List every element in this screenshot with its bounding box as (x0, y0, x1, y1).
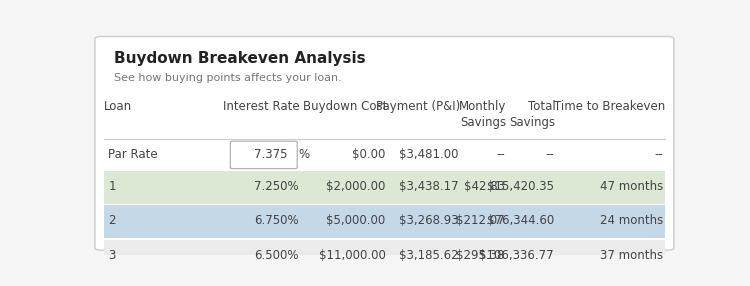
Text: Time to Breakeven: Time to Breakeven (554, 100, 665, 113)
Text: $2,000.00: $2,000.00 (326, 180, 386, 193)
Text: 47 months: 47 months (600, 180, 663, 193)
Text: 6.750%: 6.750% (254, 214, 298, 227)
Text: Buydown Breakeven Analysis: Buydown Breakeven Analysis (114, 51, 366, 66)
FancyBboxPatch shape (104, 240, 664, 273)
Text: Payment (P&I): Payment (P&I) (376, 100, 460, 113)
Text: $15,420.35: $15,420.35 (487, 180, 554, 193)
Text: $76,344.60: $76,344.60 (487, 214, 554, 227)
Text: See how buying points affects your loan.: See how buying points affects your loan. (114, 73, 342, 83)
Text: $106,336.77: $106,336.77 (479, 249, 554, 262)
Text: $11,000.00: $11,000.00 (319, 249, 386, 262)
Text: 7.375: 7.375 (254, 148, 287, 161)
Text: $295.38: $295.38 (456, 249, 505, 262)
Text: 3: 3 (108, 249, 116, 262)
FancyBboxPatch shape (104, 139, 664, 172)
Text: $0.00: $0.00 (352, 148, 386, 161)
Text: 2: 2 (108, 214, 116, 227)
Text: Loan: Loan (104, 100, 132, 113)
Text: 37 months: 37 months (600, 249, 663, 262)
Text: Monthly
Savings: Monthly Savings (459, 100, 506, 129)
FancyBboxPatch shape (95, 37, 674, 250)
Text: 1: 1 (108, 180, 116, 193)
Text: $3,481.00: $3,481.00 (399, 148, 458, 161)
FancyBboxPatch shape (230, 141, 297, 169)
Text: %: % (298, 148, 310, 161)
Text: $3,438.17: $3,438.17 (398, 180, 458, 193)
FancyBboxPatch shape (104, 171, 664, 204)
Text: --: -- (496, 148, 505, 161)
Text: Par Rate: Par Rate (108, 148, 158, 161)
Text: --: -- (545, 148, 554, 161)
Text: $42.83: $42.83 (464, 180, 505, 193)
FancyBboxPatch shape (104, 205, 664, 239)
Text: Buydown Cost: Buydown Cost (303, 100, 387, 113)
Text: 7.250%: 7.250% (254, 180, 298, 193)
Text: $5,000.00: $5,000.00 (326, 214, 386, 227)
Text: --: -- (655, 148, 663, 161)
Text: $3,185.62: $3,185.62 (398, 249, 458, 262)
Text: $3,268.93: $3,268.93 (398, 214, 458, 227)
Text: Total
Savings: Total Savings (510, 100, 556, 129)
Text: Interest Rate: Interest Rate (224, 100, 300, 113)
Text: 24 months: 24 months (600, 214, 663, 227)
Text: 6.500%: 6.500% (254, 249, 298, 262)
Text: $212.07: $212.07 (456, 214, 505, 227)
